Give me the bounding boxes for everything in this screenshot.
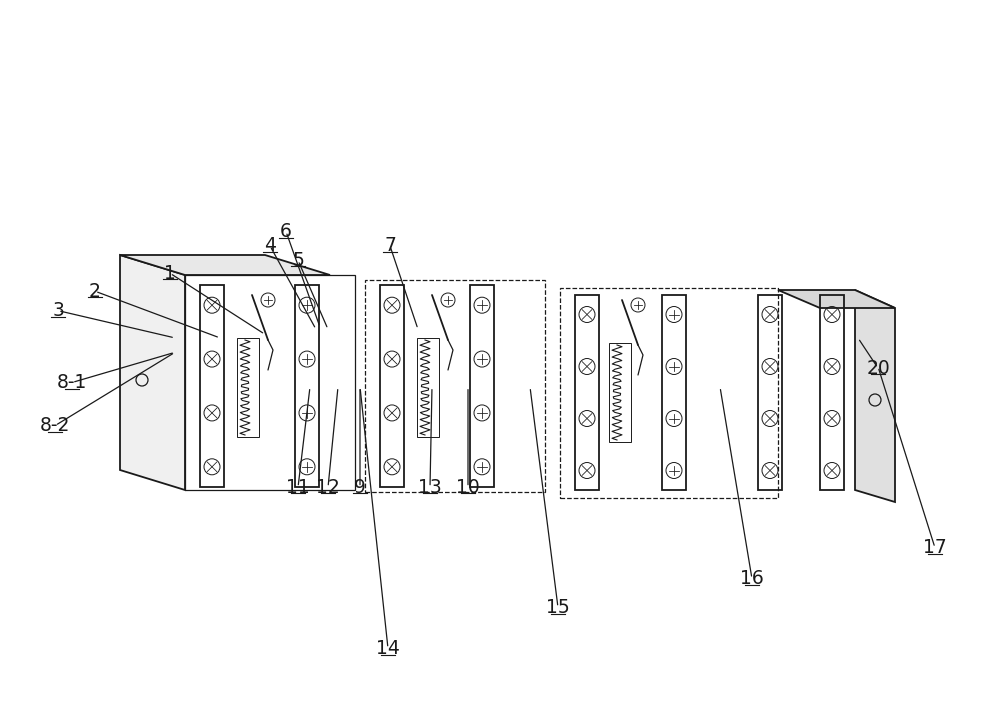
Bar bbox=[758, 295, 782, 490]
Bar bbox=[417, 338, 439, 437]
Text: 1: 1 bbox=[164, 264, 176, 283]
Bar bbox=[560, 288, 778, 498]
Bar bbox=[380, 285, 404, 487]
Text: 3: 3 bbox=[52, 301, 64, 320]
Text: 14: 14 bbox=[376, 639, 400, 658]
Text: 5: 5 bbox=[292, 251, 304, 270]
Polygon shape bbox=[120, 255, 330, 275]
Text: 8-2: 8-2 bbox=[40, 416, 70, 435]
Text: 6: 6 bbox=[280, 222, 292, 241]
Polygon shape bbox=[855, 290, 895, 502]
Bar bbox=[365, 280, 545, 492]
Text: 12: 12 bbox=[316, 478, 340, 497]
Bar bbox=[820, 295, 844, 490]
Text: 10: 10 bbox=[456, 478, 480, 497]
Text: 11: 11 bbox=[286, 478, 310, 497]
Bar bbox=[662, 295, 686, 490]
Bar bbox=[470, 285, 494, 487]
Text: 15: 15 bbox=[546, 598, 570, 617]
Text: 20: 20 bbox=[866, 359, 890, 377]
Bar bbox=[609, 343, 631, 442]
Text: 16: 16 bbox=[740, 569, 764, 588]
Text: 9: 9 bbox=[354, 478, 366, 497]
Bar bbox=[237, 338, 259, 437]
Bar bbox=[200, 285, 224, 487]
Text: 4: 4 bbox=[264, 237, 276, 255]
Polygon shape bbox=[778, 290, 895, 308]
Bar bbox=[295, 285, 319, 487]
Polygon shape bbox=[120, 255, 185, 490]
Text: 7: 7 bbox=[384, 237, 396, 255]
Text: 2: 2 bbox=[89, 282, 101, 301]
Text: 13: 13 bbox=[418, 478, 442, 497]
Bar bbox=[185, 275, 355, 490]
Text: 17: 17 bbox=[923, 539, 947, 557]
Text: 8-1: 8-1 bbox=[57, 373, 87, 392]
Bar bbox=[575, 295, 599, 490]
